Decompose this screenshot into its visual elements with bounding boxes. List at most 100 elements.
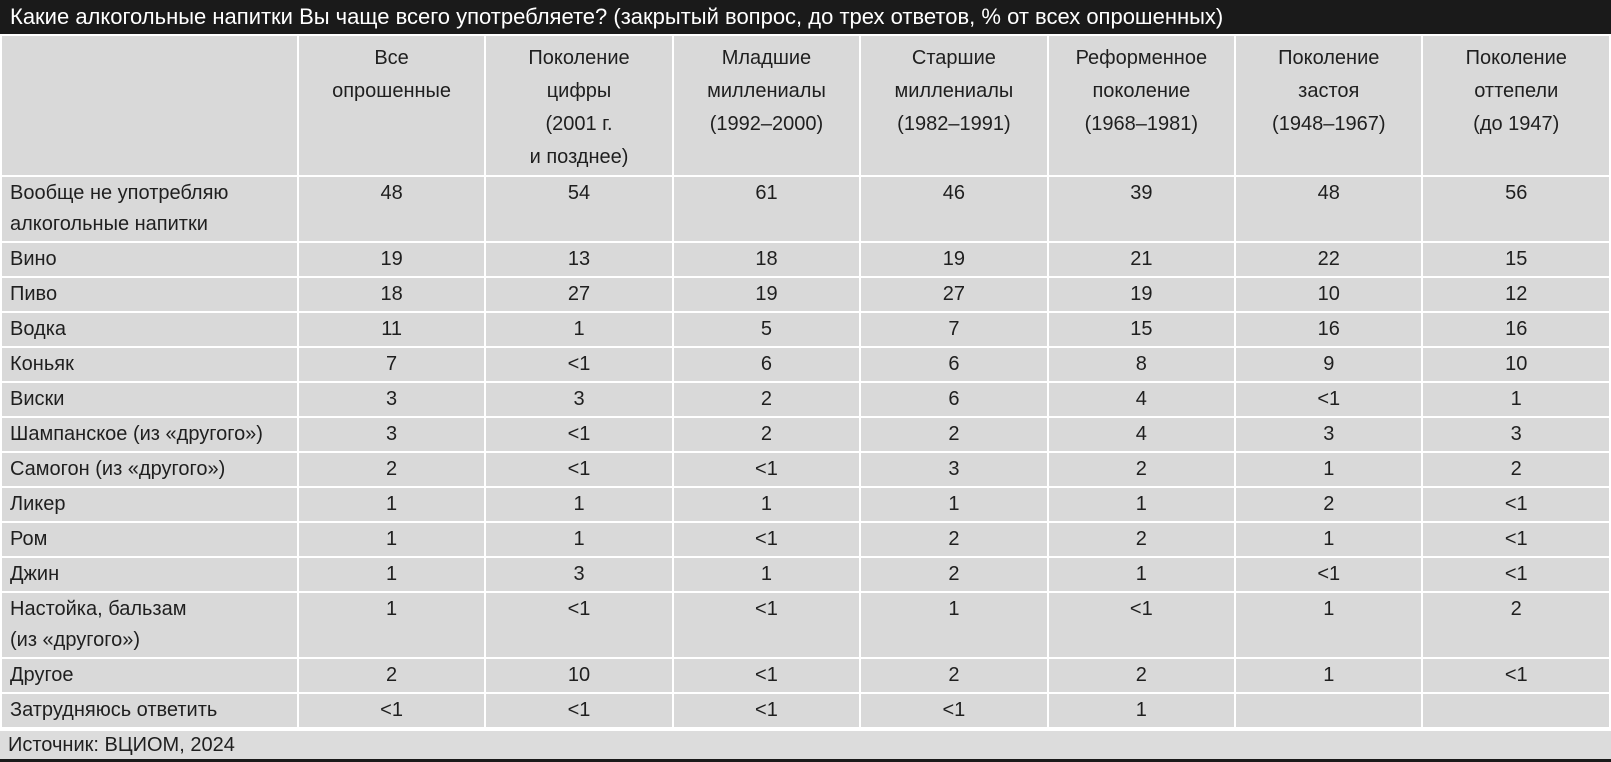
cell-value: <1 — [1234, 556, 1424, 593]
column-header: Поколение цифры (2001 г. и позднее) — [484, 34, 674, 177]
cell-value: 54 — [484, 175, 674, 243]
cell-value: 6 — [859, 381, 1049, 418]
row-label: Самогон (из «другого») — [0, 451, 299, 488]
cell-value: <1 — [484, 416, 674, 453]
cell-value: 5 — [671, 311, 862, 348]
cell-value: 1 — [484, 311, 674, 348]
cell-value: <1 — [1421, 657, 1611, 694]
column-header: Поколение застоя (1948–1967) — [1234, 34, 1424, 177]
cell-value: 2 — [1046, 521, 1237, 558]
table-row: Коньяк 7 <1 6 6 8 9 10 — [0, 346, 1611, 383]
cell-value: 3 — [859, 451, 1049, 488]
cell-value: 2 — [296, 657, 487, 694]
table-row: Вообще не употребляю алкогольные напитки… — [0, 175, 1611, 243]
cell-value: 1 — [1234, 451, 1424, 488]
cell-value: 10 — [484, 657, 674, 694]
cell-value: <1 — [484, 451, 674, 488]
header-empty-cell — [0, 34, 299, 177]
row-label: Шампанское (из «другого») — [0, 416, 299, 453]
cell-value: 1 — [296, 486, 487, 523]
cell-value: <1 — [1234, 381, 1424, 418]
cell-value: 1 — [296, 591, 487, 659]
cell-value: <1 — [484, 591, 674, 659]
row-label: Настойка, бальзам (из «другого») — [0, 591, 299, 659]
row-label: Затрудняюсь ответить — [0, 692, 299, 729]
cell-value: 4 — [1046, 416, 1237, 453]
cell-value: 11 — [296, 311, 487, 348]
cell-value: 2 — [1421, 451, 1611, 488]
cell-value: 1 — [484, 486, 674, 523]
cell-value: 13 — [484, 241, 674, 278]
table-row: Вино 19 13 18 19 21 22 15 — [0, 241, 1611, 278]
cell-value — [1234, 692, 1424, 729]
cell-value: <1 — [671, 591, 862, 659]
row-label: Вино — [0, 241, 299, 278]
cell-value: 2 — [1046, 451, 1237, 488]
cell-value: 6 — [671, 346, 862, 383]
cell-value: 2 — [859, 556, 1049, 593]
column-header: Младшие миллениалы (1992–2000) — [671, 34, 862, 177]
cell-value: 1 — [1046, 486, 1237, 523]
cell-value: 1 — [1421, 381, 1611, 418]
table-row: Настойка, бальзам (из «другого») 1 <1 <1 1 <1… — [0, 591, 1611, 659]
row-label: Вообще не употребляю алкогольные напитки — [0, 175, 299, 243]
column-header: Старшие миллениалы (1982–1991) — [859, 34, 1049, 177]
cell-value: 16 — [1234, 311, 1424, 348]
cell-value — [1421, 692, 1611, 729]
cell-value: 1 — [484, 521, 674, 558]
cell-value: 15 — [1046, 311, 1237, 348]
cell-value: 7 — [296, 346, 487, 383]
cell-value: 22 — [1234, 241, 1424, 278]
cell-value: <1 — [296, 692, 487, 729]
row-label: Другое — [0, 657, 299, 694]
cell-value: 4 — [1046, 381, 1237, 418]
cell-value: 18 — [296, 276, 487, 313]
cell-value: 1 — [296, 521, 487, 558]
cell-value: 21 — [1046, 241, 1237, 278]
cell-value: <1 — [1421, 486, 1611, 523]
cell-value: 19 — [859, 241, 1049, 278]
cell-value: 27 — [859, 276, 1049, 313]
cell-value: 2 — [859, 657, 1049, 694]
title-bar: Какие алкогольные напитки Вы чаще всего … — [0, 0, 1611, 34]
cell-value: 1 — [671, 556, 862, 593]
cell-value: 3 — [296, 381, 487, 418]
cell-value: 1 — [1234, 591, 1424, 659]
cell-value: 2 — [859, 416, 1049, 453]
cell-value: 2 — [859, 521, 1049, 558]
cell-value: 18 — [671, 241, 862, 278]
cell-value: <1 — [484, 692, 674, 729]
cell-value: 2 — [296, 451, 487, 488]
cell-value: 8 — [1046, 346, 1237, 383]
cell-value: 56 — [1421, 175, 1611, 243]
table-row: Другое 2 10 <1 2 2 1 <1 — [0, 657, 1611, 694]
row-label: Коньяк — [0, 346, 299, 383]
cell-value: 6 — [859, 346, 1049, 383]
cell-value: <1 — [1421, 556, 1611, 593]
cell-value: <1 — [671, 657, 862, 694]
cell-value: 1 — [1234, 521, 1424, 558]
row-label: Пиво — [0, 276, 299, 313]
cell-value: 48 — [296, 175, 487, 243]
cell-value: 27 — [484, 276, 674, 313]
cell-value: 2 — [1046, 657, 1237, 694]
cell-value: 2 — [671, 381, 862, 418]
cell-value: 10 — [1421, 346, 1611, 383]
cell-value: 61 — [671, 175, 862, 243]
source-note: Источник: ВЦИОМ, 2024 — [0, 731, 1611, 759]
row-label: Ликер — [0, 486, 299, 523]
table-row: Джин 1 3 1 2 1 <1 <1 — [0, 556, 1611, 593]
cell-value: 19 — [1046, 276, 1237, 313]
cell-value: 1 — [1046, 556, 1237, 593]
cell-value: 2 — [1234, 486, 1424, 523]
row-label: Виски — [0, 381, 299, 418]
cell-value: 1 — [1234, 657, 1424, 694]
cell-value: 19 — [671, 276, 862, 313]
page-title: Какие алкогольные напитки Вы чаще всего … — [10, 4, 1224, 29]
table-row: Виски 3 3 2 6 4 <1 1 — [0, 381, 1611, 418]
cell-value: 16 — [1421, 311, 1611, 348]
cell-value: 46 — [859, 175, 1049, 243]
column-header: Поколение оттепели (до 1947) — [1421, 34, 1611, 177]
cell-value: <1 — [671, 521, 862, 558]
